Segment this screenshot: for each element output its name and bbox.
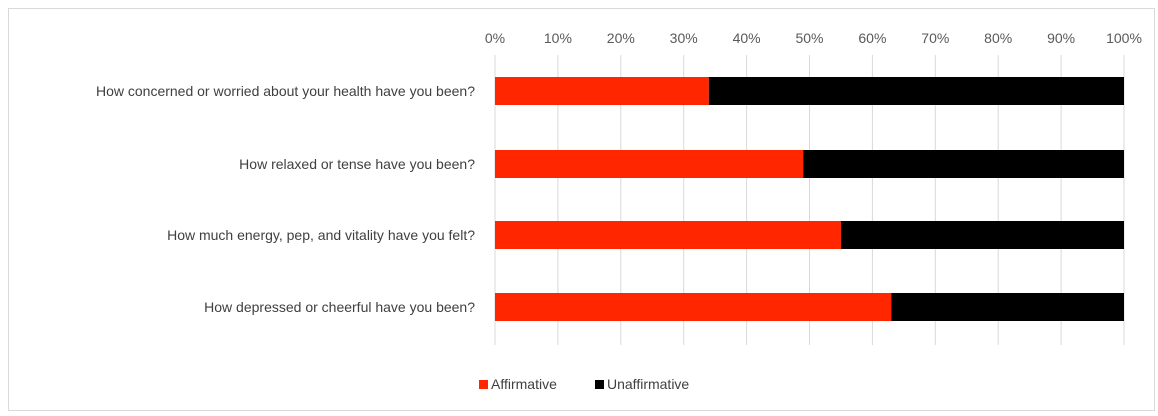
x-tick-label: 0% bbox=[485, 30, 505, 46]
x-tick-label: 60% bbox=[858, 30, 886, 46]
bar-unaffirmative-3 bbox=[891, 293, 1124, 321]
bar-unaffirmative-2 bbox=[840, 221, 1124, 249]
bar-affirmative-2 bbox=[495, 221, 841, 249]
bars bbox=[495, 77, 1124, 321]
bar-affirmative-3 bbox=[495, 293, 892, 321]
category-labels: How concerned or worried about your heal… bbox=[96, 83, 475, 315]
x-tick-label: 70% bbox=[921, 30, 949, 46]
x-tick-label: 40% bbox=[733, 30, 761, 46]
x-tick-label: 20% bbox=[607, 30, 635, 46]
category-label: How much energy, pep, and vitality have … bbox=[167, 227, 475, 243]
legend-swatch-affirmative bbox=[479, 380, 488, 389]
category-label: How depressed or cheerful have you been? bbox=[204, 299, 475, 315]
legend-swatch-unaffirmative bbox=[595, 380, 604, 389]
bar-unaffirmative-0 bbox=[708, 77, 1124, 105]
chart-frame bbox=[8, 8, 1155, 411]
x-tick-label: 90% bbox=[1047, 30, 1075, 46]
legend: Affirmative Unaffirmative bbox=[479, 376, 689, 392]
legend-label-unaffirmative: Unaffirmative bbox=[607, 376, 689, 392]
bar-affirmative-0 bbox=[495, 77, 709, 105]
category-label: How relaxed or tense have you been? bbox=[239, 156, 475, 172]
x-tick-label: 10% bbox=[544, 30, 572, 46]
x-tick-label: 50% bbox=[795, 30, 823, 46]
legend-label-affirmative: Affirmative bbox=[491, 376, 557, 392]
x-tick-label: 30% bbox=[670, 30, 698, 46]
x-tick-label: 100% bbox=[1106, 30, 1142, 46]
bar-affirmative-1 bbox=[495, 150, 804, 178]
x-axis-ticks: 0% 10% 20% 30% 40% 50% 60% 70% 80% 90% 100% bbox=[485, 30, 1142, 46]
x-tick-label: 80% bbox=[984, 30, 1012, 46]
category-label: How concerned or worried about your heal… bbox=[96, 83, 475, 99]
bar-unaffirmative-1 bbox=[803, 150, 1124, 178]
